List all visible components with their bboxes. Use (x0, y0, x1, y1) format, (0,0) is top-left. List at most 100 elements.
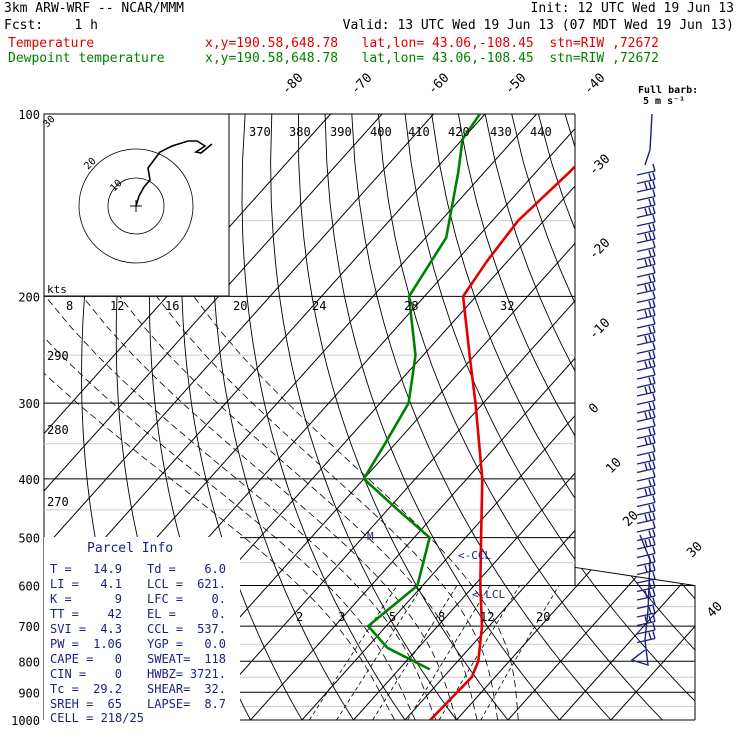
dry-adiabat-100 (484, 114, 695, 720)
parcel-row-label-left: LI = (50, 577, 79, 591)
pressure-label-200: 200 (18, 290, 40, 304)
wind-barb (636, 223, 656, 236)
dry-adiabat-30 (298, 114, 509, 720)
dry-adiabat-90 (457, 114, 695, 720)
temperature-legend: Temperature (8, 36, 95, 51)
isotherm-label--60: -60 (425, 71, 452, 98)
pressure-label-800: 800 (18, 655, 40, 669)
mixing-ratio-line-12 (438, 585, 521, 720)
valid-time: Valid: 13 UTC Wed 19 Jun 13 (07 MDT Wed … (342, 18, 734, 33)
hodograph-trace (135, 140, 213, 207)
parcel-row-label-left: PW = (50, 637, 79, 651)
parcel-row-value-right: 0.0 (204, 637, 226, 651)
wind-barb (636, 631, 656, 644)
dry-adiabat-170 (671, 114, 695, 720)
wind-barb (636, 265, 656, 278)
wind-barb (636, 393, 656, 406)
isotherm-20 (456, 114, 695, 720)
dewpoint-location: x,y=190.58,648.78 lat,lon= 43.06,-108.45… (205, 51, 659, 66)
wind-barb (636, 537, 656, 550)
parcel-row-value-left: 29.2 (93, 682, 122, 696)
mixing-ratio-line-3 (336, 585, 424, 720)
dry-adiabat-60 (377, 114, 663, 720)
wind-barb (636, 172, 656, 185)
wind-barb (636, 316, 656, 329)
wind-barb (636, 444, 656, 457)
dewpoint-legend: Dewpoint temperature (8, 51, 165, 66)
isotherm-label--50: -50 (502, 71, 529, 98)
hodograph-units: kts (47, 283, 67, 296)
isotherm-label-0: 0 (586, 401, 602, 417)
parcel-row-label-right: EL = (147, 607, 176, 621)
parcel-row-label-right: LCL = (147, 577, 183, 591)
wind-barb (636, 248, 656, 261)
dry-adiabat-150 (617, 114, 695, 720)
wind-barb (636, 588, 656, 601)
hodograph: 30 20 10 kts (41, 113, 230, 297)
wind-barb (636, 401, 656, 414)
parcel-info-title: Parcel Info (87, 541, 173, 556)
parcel-row-label-right: SHEAR= (147, 682, 190, 696)
isotherm-30 (507, 114, 695, 720)
wind-barb (636, 291, 656, 304)
wind-barb (636, 597, 656, 610)
temperature-profile (429, 114, 628, 720)
wind-barb (636, 180, 656, 193)
parcel-row-label-left: T = (50, 562, 72, 576)
theta-370: 370 (249, 125, 271, 139)
mixing-ratio-line-2 (308, 585, 398, 720)
wind-barb (636, 240, 656, 253)
wind-barb (636, 197, 656, 210)
isotherm-label-20: 20 (620, 508, 642, 530)
wind-barb (636, 257, 656, 270)
wind-barb (636, 452, 656, 465)
theta-430: 430 (490, 125, 512, 139)
pressure-label-400: 400 (18, 473, 40, 487)
hodo-speed-20: 20 (233, 299, 247, 313)
wind-barb (636, 384, 656, 397)
wind-barb (636, 410, 656, 423)
wind-barb (636, 333, 656, 346)
lcl-marker: <-LCL (472, 588, 505, 601)
dry-adiabat-140 (591, 114, 695, 720)
dry-adiabat-20 (270, 114, 457, 720)
moist-adiabat-4 (73, 220, 478, 720)
isotherm-label-10: 10 (603, 455, 625, 477)
pressure-label-900: 900 (18, 686, 40, 700)
pressure-label-1000: 1000 (11, 714, 40, 728)
hodograph-ring-10 (107, 177, 165, 235)
parcel-row-value-left: 65 (108, 697, 122, 711)
isotherm-label-30: 30 (684, 539, 706, 561)
mixing-ratio-2: 2 (296, 610, 303, 624)
parcel-row-value-left: 4.3 (100, 622, 122, 636)
isotherm-label-40: 40 (704, 599, 726, 621)
isotherm-label--70: -70 (348, 71, 375, 98)
theta-380: 380 (289, 125, 311, 139)
parcel-row-label-left: SVI = (50, 622, 86, 636)
parcel-row-label-right: YGP = (147, 637, 183, 651)
model-title: 3km ARW-WRF -- NCAR/MMM (4, 1, 185, 16)
wind-barb (636, 520, 656, 533)
wind-barb (636, 282, 656, 295)
parcel-row-value-left: 14.9 (93, 562, 122, 576)
wind-barb (636, 231, 656, 244)
wind-barb (636, 427, 656, 440)
parcel-row-value-left: 0 (115, 667, 122, 681)
parcel-row-value-left: 0 (115, 652, 122, 666)
isotherm-label--10: -10 (586, 316, 613, 343)
pressure-label-600: 600 (18, 580, 40, 594)
mixing-ratio-20: 20 (536, 610, 550, 624)
mixing-ratio-line-8 (407, 585, 491, 720)
parcel-row-label-left: K = (50, 592, 72, 606)
parcel-row-label-right: Td = (147, 562, 176, 576)
dry-adiabat-10 (241, 114, 406, 720)
parcel-row-value-left: 1.06 (93, 637, 122, 651)
parcel-row-value-right: 8.7 (204, 697, 226, 711)
hodo-speed-32: 32 (500, 299, 514, 313)
parcel-row-label-left: CIN = (50, 667, 86, 681)
parcel-row-label-left: CAPE = (50, 652, 93, 666)
wind-barb (636, 299, 656, 312)
init-time: Init: 12 UTC Wed 19 Jun 13 (530, 1, 735, 16)
wind-barb (636, 189, 656, 202)
hodograph-ring-20 (78, 148, 194, 264)
